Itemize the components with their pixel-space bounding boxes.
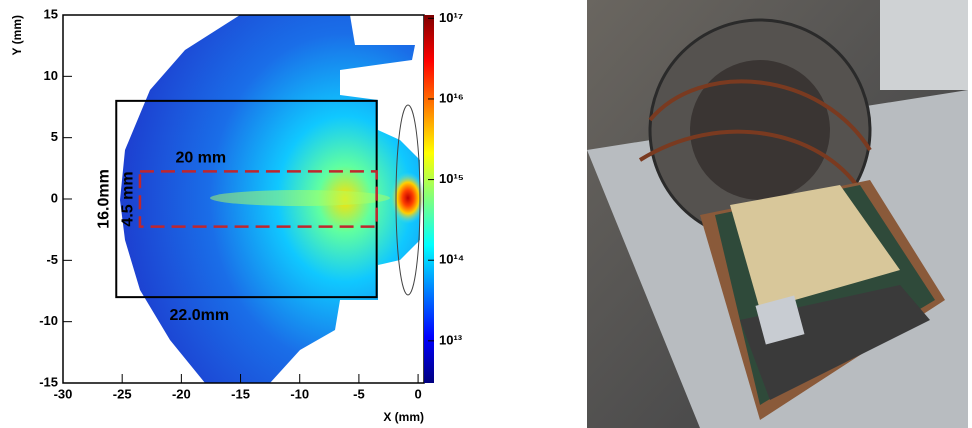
region-width-label: 20 mm [175, 150, 226, 167]
y-tick-label: 15 [44, 6, 58, 21]
heatmap-image [120, 15, 426, 383]
colorbar-tick-label: 10¹³ [439, 332, 463, 347]
y-tick-label: -10 [39, 313, 58, 328]
photo [587, 0, 968, 428]
x-tick-label: -10 [290, 386, 309, 401]
y-axis-label: Y (mm) [10, 15, 24, 55]
colorbar-tick-label: 10¹⁷ [439, 10, 463, 25]
page: -30-25-20-15-10-50-15-10-5051015X (mm)Y … [0, 0, 972, 428]
y-tick-label: 5 [51, 129, 58, 144]
x-tick-label: -20 [172, 386, 191, 401]
region-height-label: 16.0mm [96, 169, 113, 229]
x-tick-label: 0 [414, 386, 421, 401]
region-height-label: 4.5 mm [119, 171, 136, 226]
x-axis-label: X (mm) [383, 410, 424, 424]
colorbar-tick-label: 10¹⁶ [439, 90, 464, 105]
x-tick-label: -15 [231, 386, 250, 401]
colorbar-tick-label: 10¹⁵ [439, 171, 464, 186]
figure: -30-25-20-15-10-50-15-10-5051015X (mm)Y … [0, 0, 972, 428]
y-tick-label: 10 [44, 68, 58, 83]
y-tick-label: -15 [39, 374, 58, 389]
x-tick-label: -5 [353, 386, 365, 401]
colorbar [424, 15, 434, 383]
region-width-label: 22.0mm [170, 307, 230, 324]
x-tick-label: -25 [113, 386, 132, 401]
y-tick-label: 0 [51, 190, 58, 205]
colorbar-tick-label: 10¹⁴ [439, 252, 464, 267]
y-tick-label: -5 [46, 252, 58, 267]
